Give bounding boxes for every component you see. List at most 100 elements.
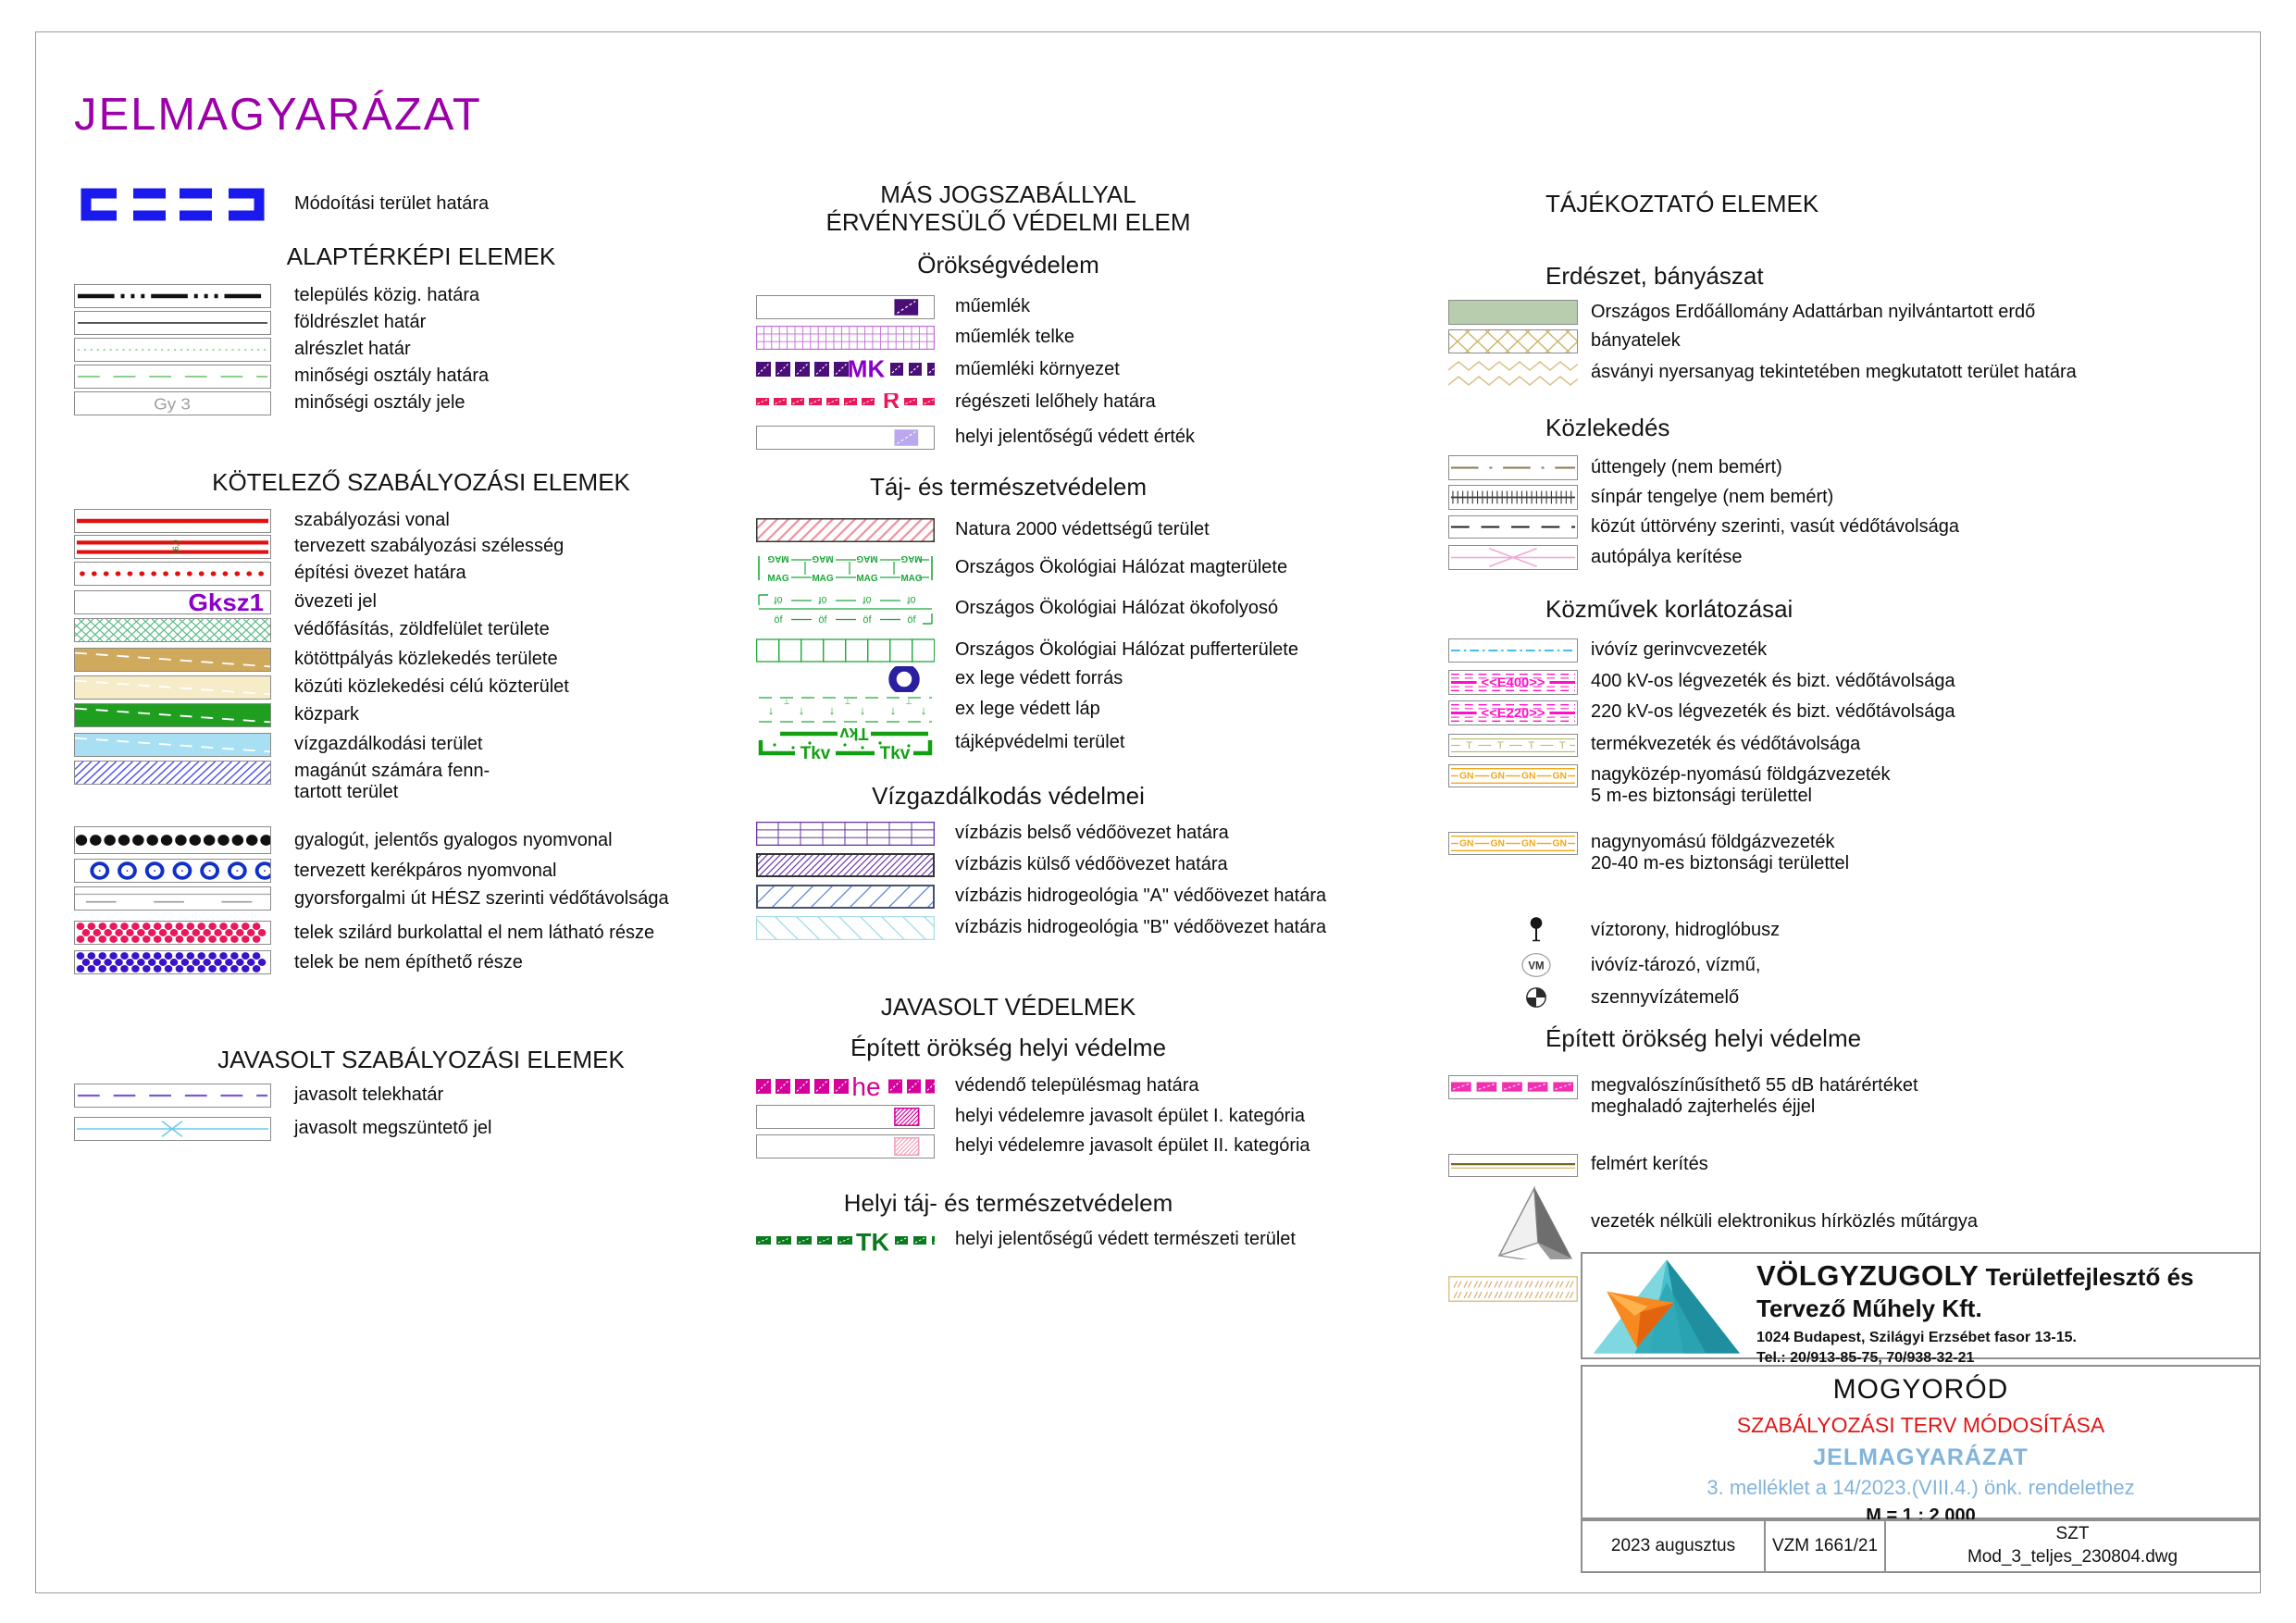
legend-item-kozut-vedo: közút úttörvény szerinti, vasút védőtávo… (1448, 514, 2277, 539)
svg-text:he: he (851, 1075, 880, 1097)
legend-item-label: 400 kV-os légvezeték és bizt. védőtávols… (1591, 671, 1955, 692)
oh-puffer-swatch (756, 638, 935, 663)
legend-item-label: ásványi nyersanyag tekintetében megkutat… (1591, 361, 2077, 382)
sheet-info-row: 2023 augusztus VZM 1661/21 SZT Mod_3_tel… (1581, 1519, 2261, 1573)
legend-item-label: minőségi osztály határa (294, 365, 490, 387)
legend-item-erdo: Országos Erdőállomány Adattárban nyilván… (1448, 299, 2277, 325)
svg-text:MAG: MAG (812, 553, 834, 564)
section-subheader: Épített örökség helyi védelme (1545, 1024, 1862, 1053)
firm-name-line: VÖLGYZUGOLY Területfejlesztő és (1756, 1259, 2256, 1293)
sheet-subtitle-blue: JELMAGYARÁZAT (1813, 1444, 2029, 1470)
sheet-titleblock: MOGYORÓD SZABÁLYOZÁSI TERV MÓDOSÍTÁSA JE… (1581, 1365, 2261, 1526)
legend-item-dots-walk: gyalogút, jelentős gyalogos nyomvonal (74, 826, 766, 855)
legend-item-label: Módoítási terület határa (294, 193, 490, 215)
legend-item-oh-mag: MAG MAG MAG MAG MAG MAG MAG MAG Országos Ökológi… (756, 552, 1358, 583)
firm-name: VÖLGYZUGOLY (1756, 1259, 1980, 1292)
sewage-lift-icon (1448, 986, 1578, 1010)
legend-item-label: nagyközép-nyomású földgázvezeték 5 m-es … (1591, 763, 1891, 806)
svg-text:GN: GN (1553, 839, 1568, 849)
asvanyi-swatch (1448, 356, 1578, 388)
talaj-swatch (1448, 1275, 1578, 1302)
legend-item-sinpar: sínpár tengelye (nem bemért) (1448, 484, 2277, 510)
tk-row-swatch: TK (756, 1226, 935, 1253)
legend-item-label: víztorony, hidroglóbusz (1591, 919, 1781, 940)
legend-item-label: helyi védelemre javasolt épület I. kateg… (955, 1106, 1305, 1127)
reg-line-swatch (74, 508, 271, 533)
svg-text:öf: öf (818, 614, 827, 625)
sheet-city: MOGYORÓD (1832, 1374, 2009, 1405)
he-row-swatch: he (756, 1074, 935, 1097)
dashed-purple-swatch (74, 1084, 271, 1109)
legend-item-zone-sign: Gksz1 övezeti jel (74, 589, 766, 614)
legend-item-label: közút úttörvény szerinti, vasút védőtávo… (1591, 515, 1959, 537)
muemlek-swatch (756, 294, 935, 319)
svg-text:GN: GN (1490, 839, 1505, 849)
svg-text:T: T (1466, 740, 1472, 751)
uttengely-swatch (1448, 454, 1578, 480)
muemlek-telke-swatch (756, 325, 935, 350)
svg-text:T: T (1497, 740, 1504, 751)
vb-belso-swatch (756, 821, 935, 846)
legend-item-dashed-purple: javasolt telekhatár (74, 1084, 766, 1109)
vb-hidro-a-swatch (756, 884, 935, 909)
svg-text:GN: GN (1490, 772, 1505, 782)
legend-item-label: Országos Ökológiai Hálózat ökofolyosó (955, 598, 1279, 619)
legend-item-vm: VM ivóvíz-tározó, vízmű, (1448, 953, 2277, 978)
svg-text:öf: öf (862, 594, 871, 605)
oh-mag-swatch: MAG MAG MAG MAG MAG MAG MAG MAG (756, 552, 935, 583)
legend-item-label: autópálya kerítése (1591, 546, 1743, 567)
legend-item-label: műemlék (955, 296, 1031, 317)
subparcel-dotted-swatch (74, 337, 271, 362)
legend-item-label: bányatelek (1591, 330, 1681, 352)
svg-text:MAG: MAG (900, 553, 923, 564)
legend-item-fill-park: közpark (74, 702, 766, 727)
legend-item-label: közpark (294, 704, 360, 725)
legend-item-vb-kulso: vízbázis külső védőövezet határa (756, 852, 1358, 877)
svg-text:Tkv: Tkv (800, 744, 831, 761)
legend-item-helyi-ertek: helyi jelentőségű védett érték (756, 426, 1358, 451)
legend-item-asvanyi: ásványi nyersanyag tekintetében megkutat… (1448, 356, 2277, 388)
legend-item-label: megvalószínűsíthető 55 dB határértéket m… (1591, 1075, 1918, 1118)
legend-item-hirkozles: vezeték nélküli elektronikus hírközlés m… (1448, 1184, 2277, 1259)
legend-item-label: szabályozási vonal (294, 510, 450, 531)
legend-item-dotgrid-blue: telek be nem építhető része (74, 950, 766, 975)
legend-item-muemlek: műemlék (756, 294, 1358, 319)
legend-item-reg-line: szabályozási vonal (74, 508, 766, 533)
page-title: JELMAGYARÁZAT (74, 90, 482, 140)
natura-swatch (756, 517, 935, 542)
cat2-swatch (756, 1134, 935, 1158)
svg-text:T: T (1559, 740, 1566, 751)
svg-text:GN: GN (1459, 772, 1474, 782)
svg-text:↓: ↓ (860, 703, 866, 717)
legend-item-ivoviz: ivóvíz gerinvcvezeték (1448, 638, 2277, 663)
section-subheader: Helyi táj- és természetvédelem (843, 1188, 1173, 1217)
legend-item-green-crosshatch: védőfásítás, zöldfelület területe (74, 617, 766, 642)
svg-text:↓: ↓ (768, 703, 775, 717)
cat1-swatch (756, 1104, 935, 1129)
hatch-private-swatch (74, 760, 271, 785)
svg-text:↓: ↓ (890, 703, 897, 717)
legend-item-label: vízbázis belső védőövezet határa (955, 823, 1229, 844)
svg-text:öf: öf (863, 614, 872, 625)
gn2040-swatch: GN GN GN GN (1448, 831, 1578, 855)
legend-item-label: vízbázis hidrogeológia "A" védőövezet ha… (955, 886, 1327, 907)
legend-item-tkv: Tkv Tkv Tkv tájképvédelmi terület (756, 725, 1358, 761)
water-tower-icon (1448, 916, 1578, 945)
legend-item-label: magánút számára fenn- tartott terület (294, 760, 490, 802)
lap-swatch: ↓ ↓ ↓ ↓ ↓ ↓ ⊥ ⊥ ⊥ (756, 695, 935, 724)
legend-item-label: szennyvízátemelő (1591, 986, 1740, 1008)
section-subheader: Épített örökség helyi védelme (850, 1033, 1167, 1061)
ivoviz-swatch (1448, 638, 1578, 663)
legend-item-label: földrészlet határ (294, 312, 427, 333)
vb-kulso-swatch (756, 852, 935, 877)
sheet-filename: Mod_3_teljes_230804.dwg (1967, 1547, 2178, 1567)
svg-text:⊥: ⊥ (784, 698, 790, 706)
svg-text:<<E400>>: <<E400>> (1482, 675, 1545, 689)
svg-text:<<E220>>: <<E220>> (1482, 706, 1545, 720)
legend-item-label: tervezett kerékpáros nyomvonal (294, 860, 557, 881)
firm-name-suffix: Területfejlesztő és (1979, 1263, 2194, 1291)
svg-text:↓: ↓ (829, 703, 836, 717)
legend-item-label: vízgazdálkodási terület (294, 734, 483, 755)
svg-text:⊥: ⊥ (845, 698, 851, 706)
legend-item-label: kötöttpályás közlekedés területe (294, 649, 558, 670)
